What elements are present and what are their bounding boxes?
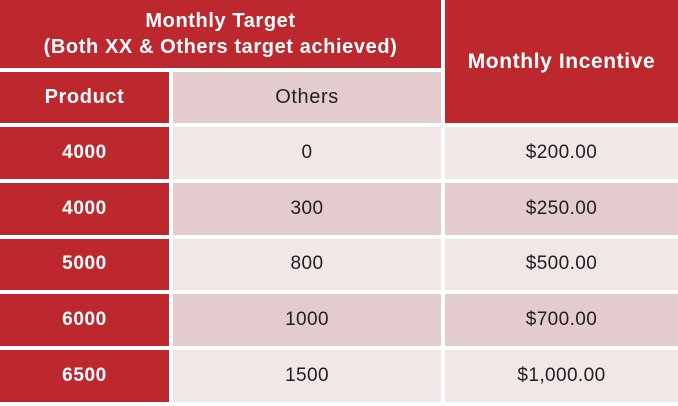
incentive-cell-row4: $700.00	[445, 294, 678, 347]
product-cell-row3: 5000	[0, 238, 169, 291]
others-cell-row5: 1500	[173, 350, 441, 402]
incentive-cell-row5: $1,000.00	[445, 350, 678, 402]
others-cell-row4: 1000	[173, 294, 441, 347]
incentive-cell-row2: $250.00	[445, 182, 678, 235]
header-monthly-incentive: Monthly Incentive	[445, 0, 678, 123]
header-monthly-target-line2: (Both XX & Others target achieved)	[43, 36, 398, 58]
header-monthly-target-line1: Monthly Target	[145, 10, 296, 32]
incentive-cell-row3: $500.00	[445, 238, 678, 291]
others-cell-row3: 800	[173, 238, 441, 291]
others-cell-row1: 0	[173, 127, 441, 179]
product-cell-row5: 6500	[0, 350, 169, 402]
product-cell-row4: 6000	[0, 294, 169, 347]
others-cell-row2: 300	[173, 182, 441, 235]
incentive-cell-row1: $200.00	[445, 127, 678, 179]
header-others: Others	[173, 72, 441, 123]
product-cell-row1: 4000	[0, 127, 169, 179]
header-monthly-target: Monthly Target (Both XX & Others target …	[0, 0, 441, 68]
product-cell-row2: 4000	[0, 182, 169, 235]
header-product: Product	[0, 72, 169, 123]
